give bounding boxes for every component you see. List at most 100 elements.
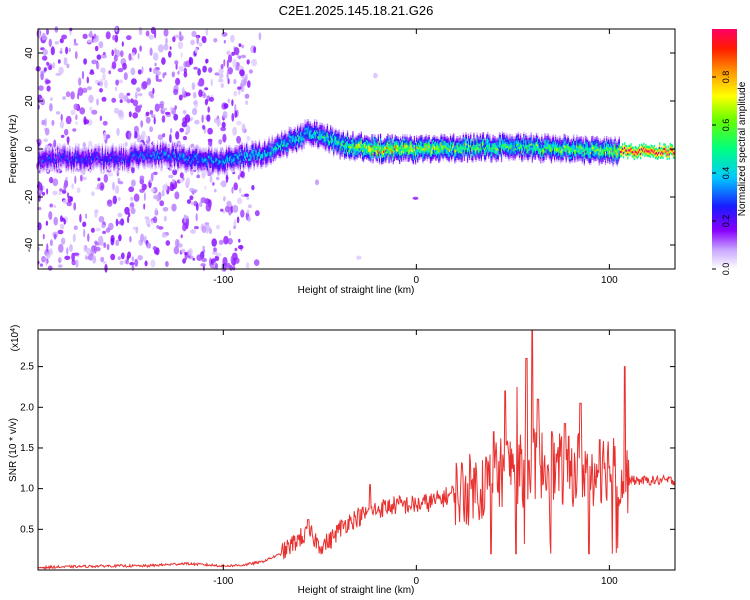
spectrogram-cell: [324, 149, 326, 152]
spectrogram-cell: [149, 147, 151, 151]
spectrogram-cell: [303, 135, 305, 139]
spectrogram-cell: [171, 71, 175, 78]
spectrogram-cell: [44, 153, 46, 156]
spectrogram-cell: [69, 152, 72, 156]
spectrogram-cell: [186, 156, 188, 159]
spectrogram-cell: [116, 153, 118, 156]
spectrogram-cell: [251, 155, 253, 158]
spectrogram-cell: [126, 98, 131, 104]
spectrogram-cell: [176, 146, 178, 149]
spectrogram-cell: [282, 142, 284, 145]
spectrogram-cell: [82, 150, 84, 153]
spectrogram-cell: [172, 145, 175, 149]
spectrogram-cell: [249, 152, 251, 155]
spectrogram-cell: [334, 137, 336, 140]
spectrogram-cell: [131, 149, 133, 152]
spectrogram-cell: [370, 138, 372, 141]
spectrogram-cell: [53, 204, 57, 209]
spectrogram-cell: [228, 157, 230, 161]
spectrogram-cell: [264, 149, 266, 153]
spectrogram-cell: [253, 157, 255, 160]
spectrogram-cell: [402, 142, 404, 145]
spectrogram-cell: [85, 213, 88, 219]
spectrogram-cell: [318, 142, 320, 145]
spectrogram-cell: [267, 143, 269, 146]
spectrogram-cell: [368, 156, 370, 159]
spectrogram-cell: [147, 161, 149, 164]
spectrogram-cell: [77, 163, 79, 166]
spectrogram-cell: [282, 153, 284, 156]
spectrogram-cell: [331, 128, 333, 132]
spectrogram-cell: [404, 153, 406, 156]
spectrogram-cell: [47, 159, 49, 162]
spectrogram-cell: [136, 146, 138, 149]
spectrogram-cell: [199, 148, 201, 152]
spectrogram-cell: [223, 161, 226, 165]
spectrogram-cell: [74, 149, 76, 152]
spectrogram-cell: [269, 140, 271, 143]
spectrogram-cell: [55, 72, 62, 76]
spectrogram-cell: [69, 167, 72, 171]
spectrogram-cell: [315, 129, 317, 133]
spectrogram-cell: [251, 146, 253, 150]
spectrogram-cell: [227, 158, 229, 162]
spectrogram-cell: [89, 147, 91, 151]
spectrogram-cell: [66, 201, 72, 207]
spectrogram-cell: [394, 145, 396, 148]
spectrogram-cell: [223, 168, 226, 171]
spectrogram-cell: [206, 169, 209, 173]
spectrogram-cell: [238, 88, 241, 95]
spectrogram-cell: [42, 55, 48, 61]
spectrogram-cell: [259, 164, 262, 167]
spectrogram-cell: [321, 127, 323, 130]
spectrogram-cell: [267, 154, 269, 157]
spectrogram-cell: [307, 127, 309, 131]
spectrogram-cell: [393, 147, 395, 151]
spectrogram-cell: [58, 243, 64, 253]
spectrogram-cell: [201, 148, 203, 152]
spectrogram-cell: [245, 158, 247, 161]
spectrogram-cell: [342, 147, 344, 150]
spectrogram-cell: [403, 144, 405, 147]
spectrogram-cell: [321, 131, 323, 134]
spectrogram-cell: [338, 133, 340, 137]
spectrogram-cell: [286, 156, 288, 159]
spectrogram-cell: [420, 143, 422, 146]
spectrogram-cell: [169, 153, 171, 156]
spectrogram-cell: [149, 160, 151, 164]
spectrogram-cell: [252, 147, 254, 150]
spectrogram-cell: [183, 165, 185, 169]
spectrogram-cell: [182, 148, 184, 152]
spectrogram-cell: [429, 139, 432, 142]
spectrogram-cell: [327, 150, 330, 153]
spectrogram-cell: [59, 162, 61, 166]
spectrogram-cell: [60, 146, 62, 150]
spectrogram-cell: [378, 153, 381, 156]
spectrogram-cell: [211, 163, 213, 166]
spectrogram-cell: [393, 141, 395, 144]
spectrogram-cell: [428, 134, 430, 138]
spectrogram-cell: [409, 136, 411, 139]
spectrogram-cell: [193, 165, 195, 168]
spectrogram-cell: [219, 160, 221, 163]
spectrogram-cell: [69, 146, 72, 149]
spectrogram-cell: [67, 148, 69, 151]
spectrogram-cell: [152, 153, 154, 156]
spectrogram-cell: [264, 158, 266, 161]
spectrogram-cell: [336, 140, 338, 143]
spectrogram-cell: [211, 154, 213, 158]
spectrogram-cell: [429, 161, 432, 164]
spectrogram-cell: [334, 142, 336, 145]
spectrogram-cell: [320, 135, 322, 138]
spectrogram-cell: [58, 149, 60, 152]
spectrogram-cell: [313, 144, 315, 148]
spectrogram-cell: [331, 139, 333, 143]
spectrogram-cell: [42, 170, 44, 173]
spectrogram-cell: [104, 144, 107, 147]
spectrogram-cell: [165, 160, 167, 164]
spectrogram-cell: [163, 160, 165, 163]
spectrogram-cell: [53, 153, 56, 157]
spectrogram-cell: [297, 126, 299, 129]
spectrogram-cell: [207, 149, 210, 152]
spectrogram-cell: [418, 149, 420, 152]
